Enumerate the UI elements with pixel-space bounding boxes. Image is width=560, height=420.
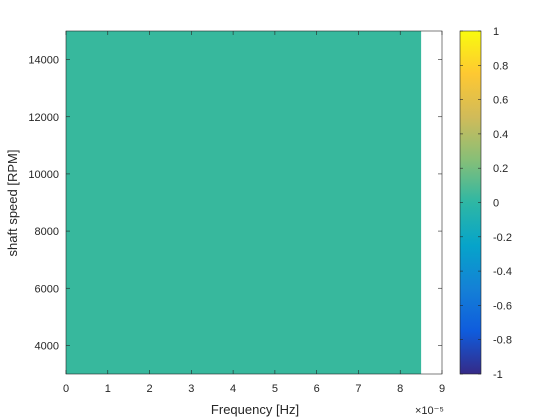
plot-area: 0 1 2 3 4 5 6 7 8 9 4000 6000 8000 10000 12000 14000: [28, 31, 445, 395]
colorbar-tick-label: 0: [493, 198, 499, 210]
y-tick-label: 8000: [35, 226, 59, 238]
heatmap-image: [66, 31, 421, 374]
x-tick-label: 7: [355, 383, 361, 395]
y-axis-title: shaft speed [RPM]: [5, 150, 20, 257]
x-tick-label: 5: [272, 383, 278, 395]
colorbar-tick-label: -0.6: [493, 300, 512, 312]
colorbar-tick-label: -1: [493, 369, 503, 381]
x-tick-label: 2: [146, 383, 152, 395]
y-tick-label: 6000: [35, 283, 59, 295]
x-tick-label: 1: [105, 383, 111, 395]
colorbar-tick-label: 1: [493, 26, 499, 38]
x-tick-label: 0: [63, 383, 69, 395]
colorbar: -1 -0.8 -0.6 -0.4 -0.2 0 0.2 0.4 0.6 0.8 1: [460, 26, 512, 381]
colorbar-tick-label: -0.2: [493, 232, 512, 244]
x-tick-label: 4: [230, 383, 236, 395]
x-tick-label: 6: [314, 383, 320, 395]
x-exponent-label: ×10⁻⁵: [415, 405, 444, 417]
colorbar-tick-label: 0.2: [493, 163, 508, 175]
y-tick-label: 14000: [28, 55, 59, 67]
y-tick-label: 12000: [28, 112, 59, 124]
colorbar-tick-label: -0.4: [493, 266, 512, 278]
y-tick-label: 10000: [28, 169, 59, 181]
colorbar-tick-label: 0.4: [493, 129, 508, 141]
y-tick-label: 4000: [35, 340, 59, 352]
colorbar-tick-label: 0.8: [493, 60, 508, 72]
x-axis-title: Frequency [Hz]: [211, 402, 299, 417]
x-tick-label: 8: [397, 383, 403, 395]
x-tick-label: 9: [439, 383, 445, 395]
colorbar-bar: [460, 31, 481, 374]
colorbar-tick-label: 0.6: [493, 95, 508, 107]
colorbar-tick-label: -0.8: [493, 335, 512, 347]
x-tick-label: 3: [188, 383, 194, 395]
